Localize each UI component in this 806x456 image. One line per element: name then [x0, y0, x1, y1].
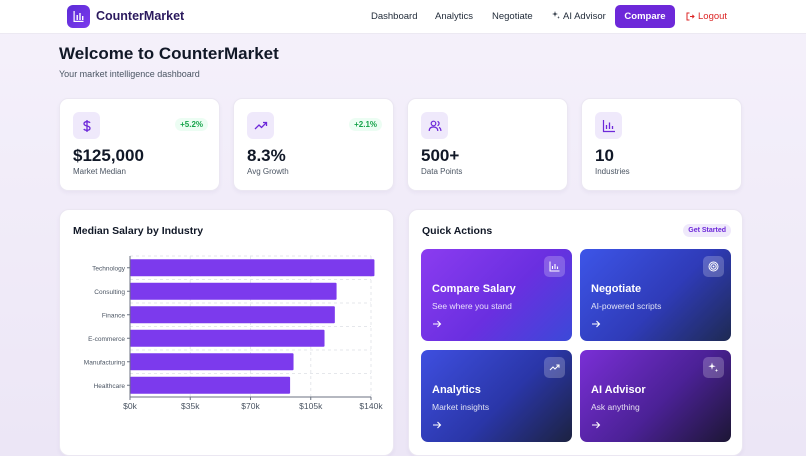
sparkles-icon: [703, 357, 724, 378]
arrow-right-icon: [592, 320, 601, 328]
arrow-right-icon: [433, 421, 442, 429]
nav-link-analytics[interactable]: Analytics: [435, 11, 474, 22]
quick-action-analytics[interactable]: Analytics Market insights: [421, 350, 572, 442]
chart-bar: [130, 259, 375, 277]
stat-card-avg-growth: +2.1% 8.3% Avg Growth: [233, 98, 394, 191]
chart-bar: [130, 306, 335, 324]
quick-action-title: Negotiate: [591, 283, 642, 295]
chart-bar: [130, 329, 325, 347]
stat-value: $125,000: [73, 146, 144, 165]
nav-link-ai-advisor[interactable]: AI Advisor: [552, 11, 606, 22]
logout-button[interactable]: Logout: [686, 11, 727, 22]
x-tick-label: $140k: [359, 401, 383, 411]
arrow-right-icon: [592, 421, 601, 429]
bar-chart-icon: [544, 256, 565, 277]
app-name[interactable]: CounterMarket: [96, 9, 185, 23]
stat-label: Industries: [595, 167, 630, 176]
x-tick-label: $105k: [299, 401, 323, 411]
stat-label: Data Points: [421, 167, 463, 176]
salary-bar-chart: Technology Consulting Finance E-commerce Man…: [84, 255, 383, 411]
quick-action-negotiate[interactable]: Negotiate AI-powered scripts: [580, 249, 731, 341]
stat-card-data-points: 500+ Data Points: [407, 98, 568, 191]
stat-value: 10: [595, 146, 614, 165]
trending-up-icon: [247, 112, 274, 139]
x-tick-label: $0k: [123, 401, 137, 411]
nav-link-ai-advisor-label: AI Advisor: [563, 11, 606, 22]
quick-action-subtitle: See where you stand: [432, 301, 512, 311]
x-tick-label: $35k: [181, 401, 200, 411]
users-icon: [421, 112, 448, 139]
chart-bar: [130, 376, 291, 394]
chart-bar: [130, 353, 294, 371]
quick-action-compare-salary[interactable]: Compare Salary See where you stand: [421, 249, 572, 341]
trending-up-icon: [544, 357, 565, 378]
y-tick-label: Consulting: [94, 289, 125, 296]
quick-action-title: Compare Salary: [432, 283, 516, 295]
quick-action-title: AI Advisor: [591, 384, 646, 396]
logout-icon: [686, 12, 695, 21]
x-tick-label: $70k: [241, 401, 260, 411]
logo-icon[interactable]: [67, 5, 90, 28]
y-tick-label: Healthcare: [94, 383, 126, 390]
target-icon: [703, 256, 724, 277]
page-subtitle: Your market intelligence dashboard: [59, 69, 200, 79]
stat-label: Market Median: [73, 167, 126, 176]
chart-bar: [130, 282, 337, 300]
dollar-icon: [73, 112, 100, 139]
compare-button[interactable]: Compare: [615, 5, 675, 28]
stat-delta: +2.1%: [349, 118, 382, 131]
quick-actions-title: Quick Actions: [422, 225, 493, 237]
arrow-right-icon: [433, 320, 442, 328]
page-title: Welcome to CounterMarket: [59, 44, 279, 63]
y-tick-label: Manufacturing: [84, 359, 126, 366]
y-tick-label: Technology: [92, 265, 126, 272]
stat-card-market-median: +5.2% $125,000 Market Median: [59, 98, 220, 191]
y-tick-label: Finance: [102, 312, 126, 319]
get-started-badge[interactable]: Get Started: [683, 224, 731, 237]
quick-action-subtitle: Market insights: [432, 402, 490, 412]
chart-title: Median Salary by Industry: [73, 225, 204, 237]
quick-actions-panel: Quick Actions Get Started Compare Salary…: [408, 209, 743, 456]
quick-action-subtitle: Ask anything: [591, 402, 640, 412]
sparkles-icon: [552, 11, 560, 22]
bar-chart-icon: [595, 112, 622, 139]
nav-link-negotiate[interactable]: Negotiate: [492, 11, 533, 22]
quick-action-subtitle: AI-powered scripts: [591, 301, 662, 311]
top-nav: CounterMarket Dashboard Analytics Negoti…: [0, 0, 806, 34]
stat-delta: +5.2%: [175, 118, 208, 131]
stat-label: Avg Growth: [247, 167, 289, 176]
stat-value: 8.3%: [247, 146, 286, 165]
nav-link-dashboard[interactable]: Dashboard: [371, 11, 418, 22]
stat-value: 500+: [421, 146, 460, 165]
y-tick-label: E-commerce: [88, 336, 125, 343]
logout-label: Logout: [698, 11, 728, 22]
chart-panel: Median Salary by Industry Technology Cons…: [59, 209, 394, 456]
stat-card-industries: 10 Industries: [581, 98, 742, 191]
quick-action-ai-advisor[interactable]: AI Advisor Ask anything: [580, 350, 731, 442]
quick-action-title: Analytics: [432, 384, 481, 396]
